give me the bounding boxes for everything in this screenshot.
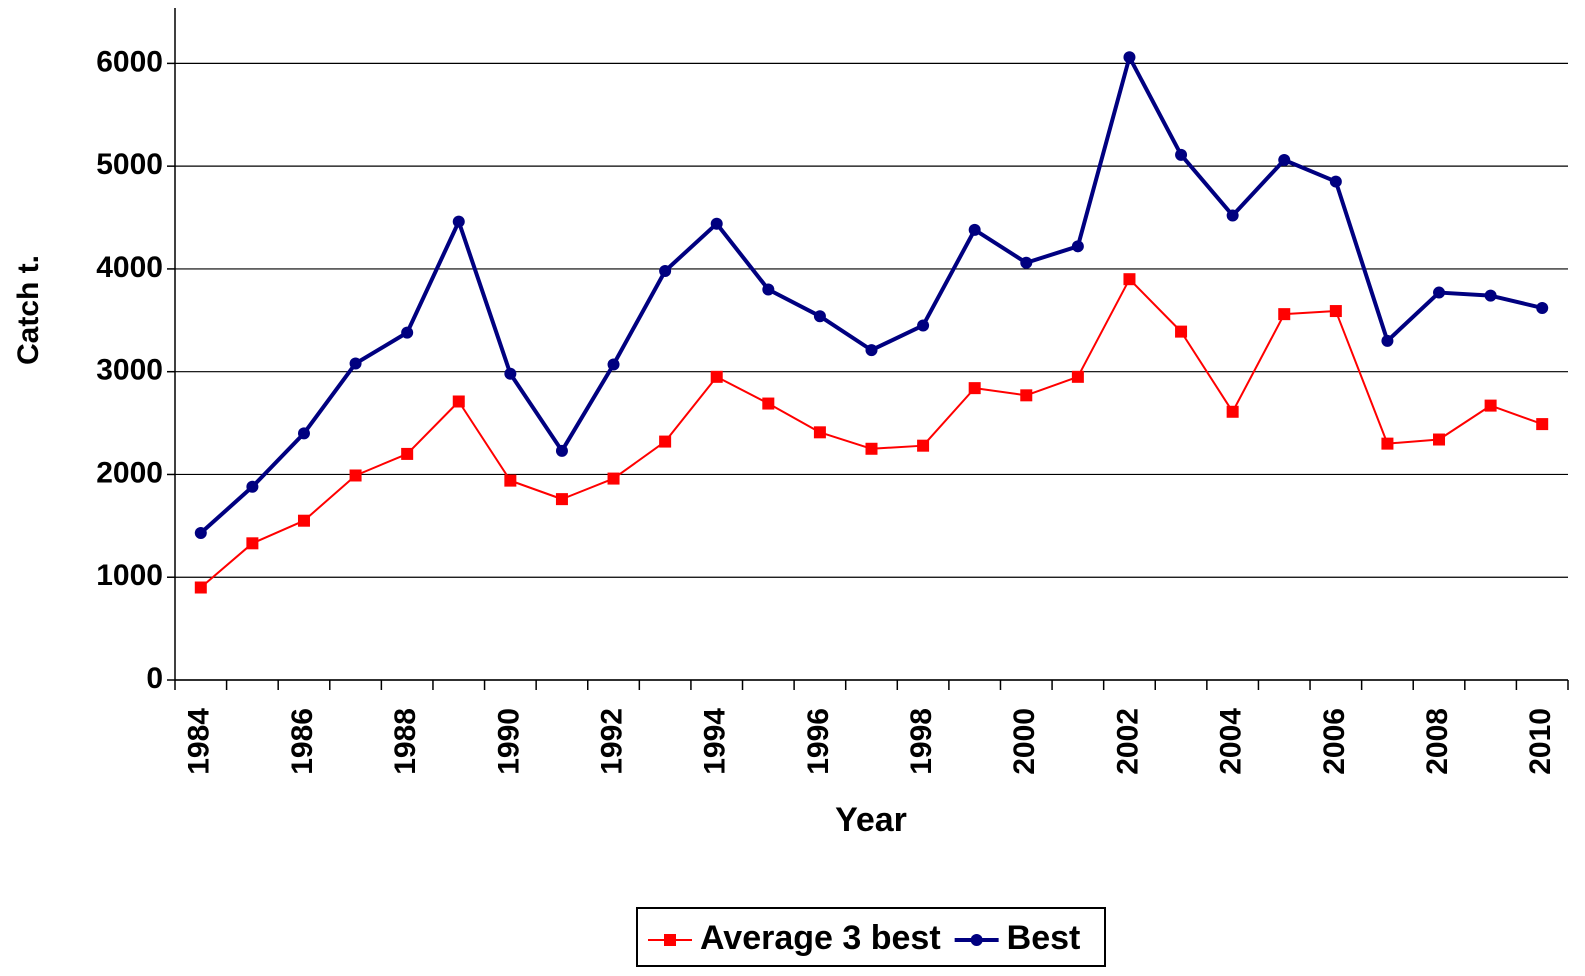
- point: [246, 480, 259, 493]
- point: [297, 514, 310, 527]
- legend-marker: [664, 934, 676, 946]
- y-tick-label: 6000: [96, 45, 163, 78]
- y-tick-label: 5000: [96, 148, 163, 181]
- point: [813, 310, 826, 323]
- point: [865, 344, 878, 357]
- point: [1536, 301, 1549, 314]
- point: [1175, 325, 1188, 338]
- point: [1433, 286, 1446, 299]
- point: [555, 444, 568, 457]
- legend-box: [636, 907, 1106, 967]
- point: [917, 319, 930, 332]
- x-tick-label: 2010: [1524, 708, 1557, 775]
- point: [401, 447, 414, 460]
- point: [762, 283, 775, 296]
- y-tick-label: 0: [146, 662, 163, 695]
- x-tick-label: 2000: [1008, 708, 1041, 775]
- point: [1381, 334, 1394, 347]
- point: [555, 493, 568, 506]
- series-line: [200, 278, 1543, 589]
- point: [1484, 399, 1497, 412]
- y-tick-label: 1000: [96, 559, 163, 592]
- point: [1175, 148, 1188, 161]
- x-tick-label: 1988: [389, 708, 422, 775]
- x-tick-label: 2002: [1111, 708, 1144, 775]
- point: [194, 527, 207, 540]
- point: [194, 581, 207, 594]
- y-tick-label: 2000: [96, 456, 163, 489]
- point: [607, 358, 620, 371]
- point: [401, 326, 414, 339]
- x-tick-label: 1994: [699, 708, 732, 775]
- point: [504, 367, 517, 380]
- point: [297, 427, 310, 440]
- series-line: [199, 55, 1543, 535]
- point: [659, 264, 672, 277]
- point: [813, 426, 826, 439]
- y-tick-label: 4000: [96, 251, 163, 284]
- point: [1484, 289, 1497, 302]
- point: [246, 537, 259, 550]
- x-tick-label: 2008: [1421, 708, 1454, 775]
- point: [1020, 389, 1033, 402]
- point: [1071, 370, 1084, 383]
- x-tick-label: 2006: [1318, 708, 1351, 775]
- y-axis-title: Catch t.: [12, 255, 45, 365]
- point: [504, 474, 517, 487]
- point: [968, 223, 981, 236]
- point: [917, 439, 930, 452]
- point: [349, 469, 362, 482]
- x-tick-label: 1984: [183, 708, 216, 775]
- point: [1278, 153, 1291, 166]
- point: [1278, 308, 1291, 321]
- point: [1226, 405, 1239, 418]
- x-tick-label: 1990: [492, 708, 525, 775]
- point: [1226, 209, 1239, 222]
- point: [349, 357, 362, 370]
- point: [1433, 433, 1446, 446]
- x-tick-label: 1998: [905, 708, 938, 775]
- x-tick-label: 1992: [595, 708, 628, 775]
- y-tick-label: 3000: [96, 354, 163, 387]
- point: [1381, 437, 1394, 450]
- point: [710, 217, 723, 230]
- point: [968, 382, 981, 395]
- point: [710, 370, 723, 383]
- x-tick-label: 2004: [1215, 708, 1248, 775]
- x-axis-title: Year: [835, 801, 907, 839]
- point: [452, 215, 465, 228]
- point: [1536, 418, 1549, 431]
- point: [1123, 273, 1136, 286]
- legend-marker: [970, 934, 983, 946]
- point: [865, 442, 878, 455]
- point: [659, 435, 672, 448]
- x-tick-label: 1986: [286, 708, 319, 775]
- point: [1071, 240, 1084, 253]
- legend-label: Average 3 best: [700, 919, 941, 957]
- x-tick-label: 1996: [802, 708, 835, 775]
- point: [452, 395, 465, 408]
- legend-label: Best: [1007, 919, 1081, 957]
- point: [1020, 256, 1033, 269]
- point: [762, 397, 775, 410]
- point: [1329, 305, 1342, 318]
- point: [607, 472, 620, 485]
- point: [1123, 51, 1136, 64]
- point: [1329, 175, 1342, 188]
